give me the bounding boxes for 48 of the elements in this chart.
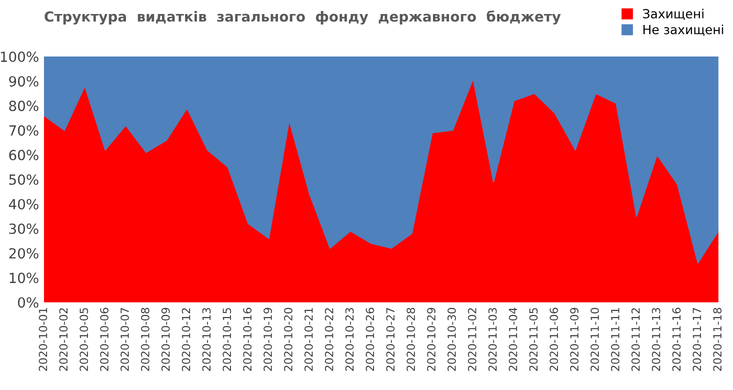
x-tick-label: 2020-10-15 — [222, 308, 232, 371]
x-tick-label: 2020-11-04 — [508, 308, 518, 371]
y-tick-label: 70% — [9, 125, 38, 136]
x-tick-label: 2020-10-05 — [80, 308, 88, 371]
chart-title: Структура видатків загального фонду державного бюджету — [44, 10, 561, 25]
x-tick-label: 2020-10-01 — [38, 308, 48, 371]
x-tick-label: 2020-11-09 — [570, 308, 579, 371]
x-tick-label: 2020-11-03 — [488, 308, 497, 371]
x-tick-label: 2020-11-16 — [672, 308, 681, 371]
x-tick-label: 2020-10-21 — [304, 308, 313, 371]
x-tick-label: 2020-10-29 — [427, 308, 436, 371]
x-tick-label: 2020-10-02 — [59, 308, 68, 371]
y-tick-label: 100% — [0, 52, 38, 62]
x-tick-label: 2020-11-12 — [631, 308, 640, 371]
y-tick-label: 20% — [9, 248, 38, 259]
x-tick-label: 2020-11-06 — [550, 308, 558, 371]
x-tick-label: 2020-10-28 — [406, 308, 416, 371]
x-tick-label: 2020-10-20 — [284, 308, 292, 371]
y-tick-label: 30% — [9, 224, 38, 234]
x-tick-label: 2020-10-26 — [366, 308, 374, 371]
legend-label: Захищені — [643, 8, 704, 20]
x-tick-label: 2020-11-18 — [713, 308, 722, 371]
x-tick-label: 2020-10-19 — [264, 308, 272, 371]
y-tick-label: 80% — [9, 100, 38, 112]
y-tick-label: 10% — [10, 272, 38, 284]
x-tick-label: 2020-10-12 — [182, 308, 190, 371]
x-tick-label: 2020-10-30 — [448, 308, 456, 371]
x-tick-label: 2020-10-13 — [202, 308, 211, 371]
y-tick-label: 60% — [9, 150, 38, 160]
x-tick-label: 2020-11-13 — [652, 308, 660, 371]
x-tick-label: 2020-10-23 — [345, 308, 354, 371]
x-tick-label: 2020-11-05 — [529, 308, 538, 371]
x-tick-label: 2020-10-22 — [324, 308, 334, 371]
y-tick-label: 90% — [9, 76, 38, 87]
y-tick-label: 50% — [9, 174, 38, 185]
x-tick-label: 2020-11-10 — [590, 308, 599, 371]
x-tick-label: 2020-11-11 — [610, 308, 620, 371]
y-tick-label: 40% — [8, 198, 38, 210]
x-tick-label: 2020-10-08 — [140, 308, 150, 371]
legend-label: Не захищені — [643, 24, 724, 36]
x-tick-label: 2020-10-09 — [161, 308, 170, 371]
x-tick-label: 2020-10-16 — [243, 308, 252, 371]
x-tick-label: 2020-10-27 — [386, 308, 395, 371]
x-tick-label: 2020-11-02 — [468, 308, 476, 371]
x-tick-label: 2020-10-06 — [100, 308, 109, 371]
x-tick-label: 2020-10-07 — [120, 308, 129, 371]
y-tick-label: 0% — [18, 297, 38, 308]
x-tick-label: 2020-11-17 — [692, 308, 702, 371]
